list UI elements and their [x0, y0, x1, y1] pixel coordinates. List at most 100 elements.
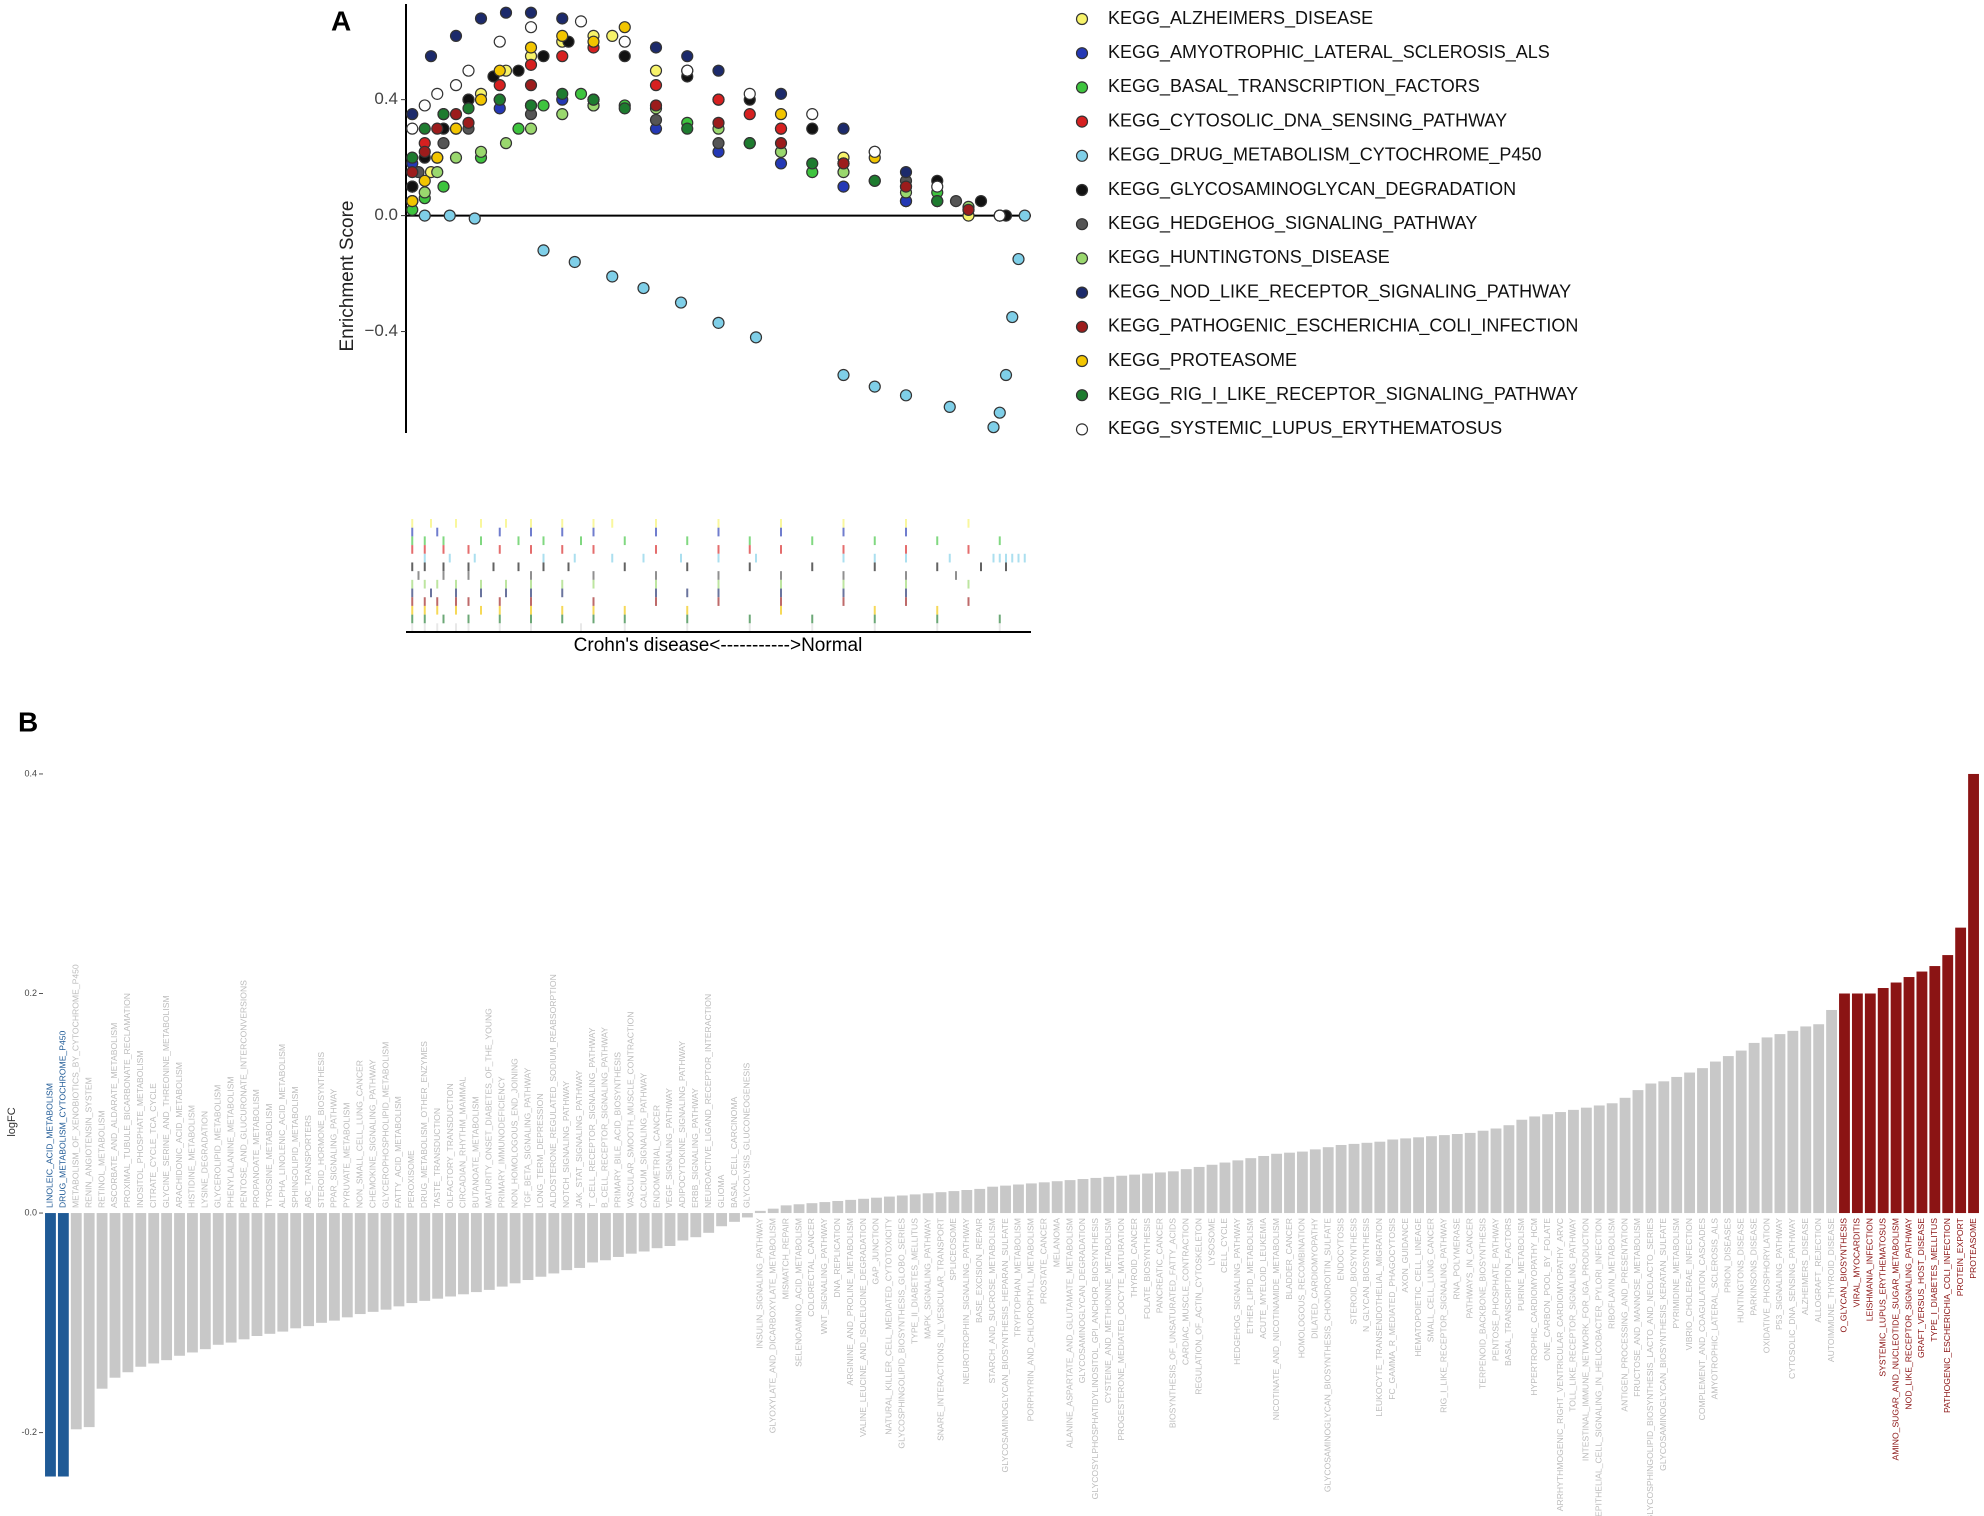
- point: [524, 79, 538, 92]
- bar: [548, 1213, 560, 1274]
- bar: [651, 1213, 663, 1249]
- bar: [1568, 1109, 1579, 1214]
- bar: [677, 1213, 689, 1241]
- bar: [1722, 1056, 1734, 1214]
- bar-label: ANTIGEN_PROCESSING_AND_PRESENTATION: [1619, 1218, 1629, 1412]
- bar: [458, 1213, 469, 1295]
- bar-label: ALZHEIMERS_DISEASE: [1800, 1218, 1810, 1315]
- point: [437, 180, 450, 193]
- bar-label: AXON_GUIDANCE: [1400, 1218, 1410, 1293]
- point: [837, 122, 850, 135]
- bar-label: NEUROTROPHIN_SIGNALING_PATHWAY: [961, 1218, 971, 1385]
- bar: [987, 1186, 999, 1214]
- point: [837, 180, 850, 193]
- bar: [96, 1213, 108, 1389]
- bar-label: BLADDER_CANCER: [1284, 1218, 1294, 1300]
- point: [1012, 252, 1025, 266]
- point: [449, 122, 463, 135]
- point: [649, 113, 663, 127]
- bar-label: MATURITY_ONSET_DIABETES_OF_THE_YOUNG: [484, 1008, 494, 1208]
- bar-label: PENTOSE_PHOSPHATE_PATHWAY: [1490, 1218, 1500, 1361]
- bar: [199, 1213, 211, 1350]
- bar-label: TERPENOID_BACKBONE_BIOSYNTHESIS: [1477, 1218, 1487, 1389]
- bar-label: VIRAL_MYOCARDITIS: [1852, 1218, 1862, 1308]
- bar: [522, 1213, 534, 1281]
- point: [606, 270, 619, 283]
- bar: [1284, 1152, 1295, 1214]
- bar-label: ETHER_LIPID_METABOLISM: [1245, 1218, 1255, 1334]
- bar: [148, 1213, 160, 1364]
- bar: [225, 1213, 237, 1343]
- legend-label: KEGG_PATHOGENIC_ESCHERICHIA_COLI_INFECTI…: [1108, 316, 1578, 337]
- point: [837, 157, 850, 170]
- bar-label: LONG_TERM_DEPRESSION: [535, 1093, 545, 1208]
- bar: [574, 1213, 586, 1268]
- bar-label: NATURAL_KILLER_CELL_MEDIATED_CYTOTOXICIT…: [884, 1218, 894, 1435]
- point: [449, 151, 463, 164]
- point: [462, 116, 475, 129]
- bar: [1451, 1134, 1463, 1214]
- point: [431, 151, 444, 164]
- bar-label: GLYOXYLATE_AND_DICARBOXYLATE_METABOLISM: [767, 1218, 777, 1433]
- bar-label: FOLATE_BIOSYNTHESIS: [1142, 1218, 1152, 1319]
- point: [512, 122, 525, 135]
- bar-label: TYROSINE_METABOLISM: [264, 1104, 274, 1208]
- point: [674, 296, 688, 309]
- bar: [793, 1204, 805, 1214]
- bar-label: NON_HOMOLOGOUS_END_JOINING: [509, 1058, 519, 1208]
- bar: [1942, 955, 1954, 1214]
- point: [493, 79, 506, 92]
- bar: [587, 1213, 598, 1263]
- bar: [1322, 1147, 1334, 1214]
- bar-label: DRUG_METABOLISM_CYTOCHROME_P450: [58, 1031, 68, 1209]
- bar: [470, 1213, 482, 1293]
- point: [556, 87, 569, 100]
- bar: [419, 1213, 431, 1301]
- bar-label: GLYCEROLIPID_METABOLISM: [213, 1085, 223, 1208]
- bar-label: RETINOL_METABOLISM: [96, 1110, 106, 1208]
- bar: [780, 1205, 792, 1214]
- bar: [264, 1213, 276, 1334]
- bar-label: DNA_REPLICATION: [832, 1218, 842, 1298]
- bar-label: PPAR_SIGNALING_PATHWAY: [329, 1088, 339, 1208]
- bar-label: INTESTINAL_IMMUNE_NETWORK_FOR_IGA_PRODUC…: [1581, 1218, 1591, 1461]
- bar: [1245, 1158, 1257, 1214]
- legend-marker: [1075, 286, 1089, 299]
- bar-label: BASE_EXCISION_REPAIR: [974, 1218, 984, 1323]
- legend-marker: [1075, 149, 1089, 162]
- bar: [1438, 1135, 1450, 1214]
- legend-label: KEGG_BASAL_TRANSCRIPTION_FACTORS: [1108, 76, 1480, 97]
- legend-marker: [1075, 81, 1089, 94]
- bar: [1387, 1139, 1399, 1214]
- bar: [1090, 1177, 1102, 1214]
- point: [712, 316, 725, 329]
- bar-label: PORPHYRIN_AND_CHLOROPHYLL_METABOLISM: [1026, 1218, 1036, 1421]
- bar: [935, 1192, 947, 1214]
- point: [774, 122, 788, 135]
- bar: [1542, 1114, 1554, 1214]
- bar: [1968, 773, 1979, 1214]
- bar: [483, 1213, 495, 1290]
- bar: [1839, 993, 1850, 1214]
- bar-label: PROTEASOME: [1968, 1218, 1978, 1279]
- point: [462, 102, 475, 115]
- bar: [1580, 1107, 1592, 1214]
- bar: [509, 1213, 521, 1284]
- point: [474, 145, 488, 158]
- bar-label: AMYOTROPHIC_LATERAL_SCLEROSIS_ALS: [1710, 1218, 1720, 1400]
- bar: [238, 1213, 250, 1340]
- bar: [1813, 1024, 1825, 1214]
- bar: [1103, 1176, 1115, 1214]
- bar: [328, 1213, 340, 1321]
- bar-label: FATTY_ACID_METABOLISM: [393, 1096, 403, 1208]
- y-tick-label: -0.2: [21, 1427, 37, 1437]
- bar-label: CIRCADIAN_RHYTHM_MAMMAL: [458, 1077, 468, 1209]
- bar-label: CELL_CYCLE: [1219, 1218, 1229, 1273]
- bar-label: OXIDATIVE_PHOSPHORYLATION: [1761, 1218, 1771, 1353]
- bar-label: HYPERTROPHIC_CARDIOMYOPATHY_HCM: [1529, 1218, 1539, 1396]
- bar: [922, 1193, 934, 1214]
- bar-label: ENDOCYTOSIS: [1335, 1218, 1345, 1281]
- point: [437, 108, 450, 121]
- point: [949, 195, 963, 208]
- bar: [1361, 1142, 1373, 1214]
